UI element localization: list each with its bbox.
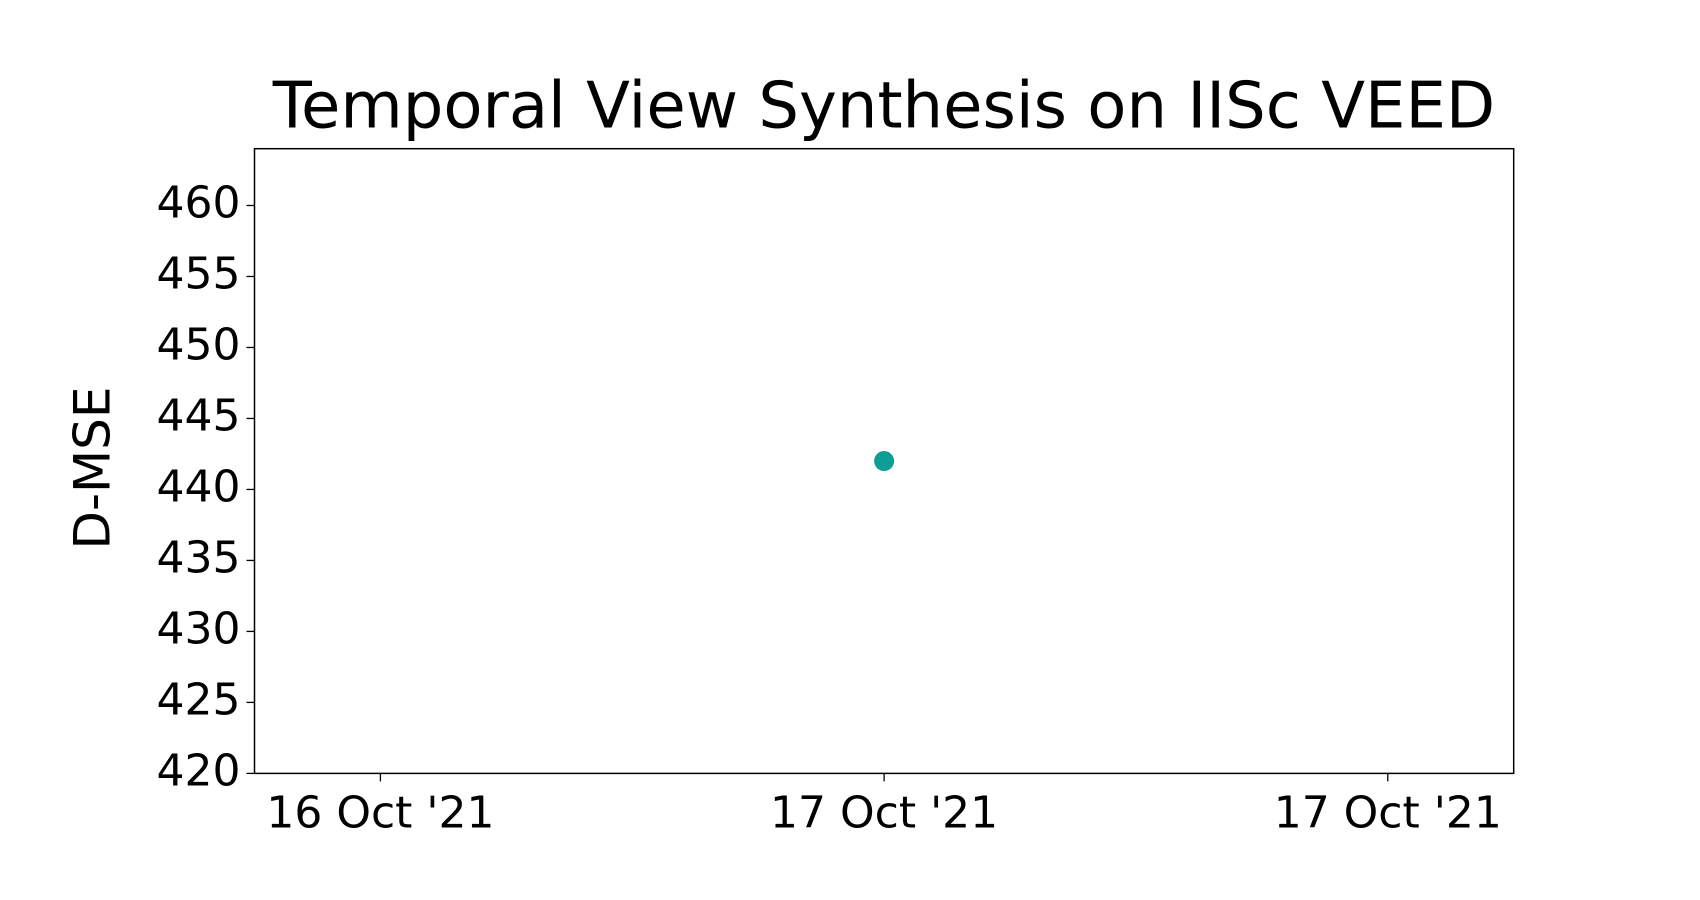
x-tick-label: 17 Oct '21 (1274, 787, 1502, 838)
y-tick-label: 435 (157, 532, 241, 583)
y-axis-label: D-MSE (64, 386, 122, 549)
plot-frame (253, 147, 1515, 775)
y-tick-label: 420 (157, 745, 241, 796)
point (874, 451, 895, 472)
y-tick-label: 440 (157, 461, 241, 512)
y-tick-label: 430 (157, 603, 241, 654)
y-tick-label: 450 (157, 319, 241, 370)
y-tick-label: 460 (157, 177, 241, 228)
y-tick-label: 445 (157, 390, 241, 441)
chart-title: Temporal View Synthesis on IISc VEED (272, 70, 1495, 144)
y-tick-label: 455 (157, 248, 241, 299)
x-tick-label: 16 Oct '21 (266, 787, 494, 838)
y-tick-label: 425 (157, 674, 241, 725)
x-tick-label: 17 Oct '21 (770, 787, 998, 838)
